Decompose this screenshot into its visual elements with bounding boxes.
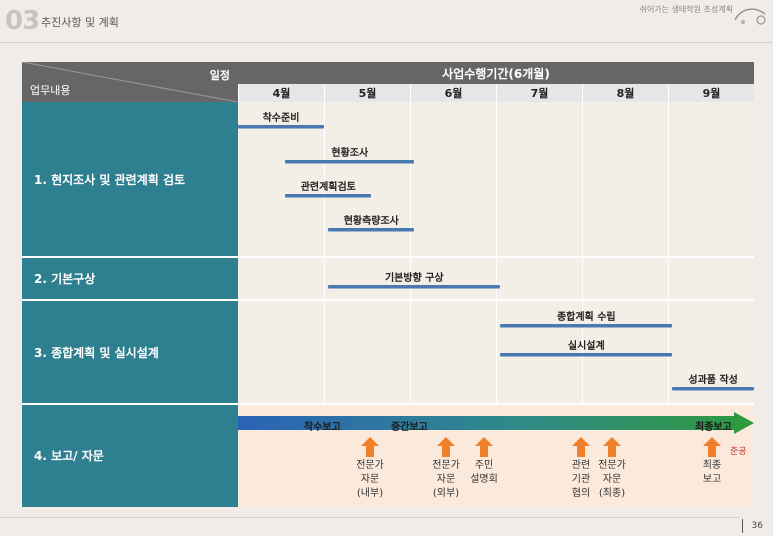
event-label-line: 전문가 (432, 460, 460, 471)
row-label-report: 4. 보고/ 자문 (22, 404, 238, 507)
event-label-line: 전문가 (356, 460, 384, 471)
month-header: 6월 (410, 84, 496, 102)
section-title: 추진사항 및 계획 (41, 16, 119, 29)
month-gridline (668, 102, 669, 404)
report-progress-arrow (238, 412, 754, 434)
task-label: 성과품 작성 (688, 375, 738, 386)
event-label-line: (외부) (432, 488, 460, 499)
task-bar (238, 125, 324, 128)
corner-top-label: 일정 (209, 69, 230, 82)
month-header: 9월 (668, 84, 754, 102)
event-label-line: 협의 (571, 488, 591, 499)
month-header: 8월 (582, 84, 668, 102)
task-label: 실시설계 (567, 341, 605, 352)
corner-diagonal (22, 62, 238, 102)
event-label-line: (최종) (598, 488, 626, 499)
event-label-line: 전문가 (598, 460, 626, 471)
up-arrow-icon (437, 437, 455, 457)
task-label: 현황측량조사 (343, 216, 399, 227)
milestone-interim: 중간보고 (391, 422, 428, 433)
event-label-line: 자문 (436, 474, 456, 485)
section-number: 03 (5, 6, 40, 36)
task-label: 착수준비 (262, 113, 300, 124)
corner-bottom-label: 업무내용 (30, 84, 71, 97)
milestone-final: 최종보고 (695, 422, 732, 433)
page-mark (742, 519, 743, 533)
event-label-line: (내부) (356, 488, 384, 499)
corner-header-cell: 일정 업무내용 (22, 62, 238, 102)
event-label-line: 기관 (571, 474, 591, 485)
task-bar (328, 285, 501, 288)
page-number: 36 (751, 521, 763, 531)
task-label: 기본방향 구상 (384, 273, 444, 284)
footer-divider (0, 517, 740, 518)
month-header: 4월 (238, 84, 324, 102)
month-gridline (582, 102, 583, 404)
task-label: 현황조사 (331, 148, 369, 159)
row-label-survey: 1. 현지조사 및 관련계획 검토 (22, 102, 238, 257)
title-divider (0, 42, 773, 43)
up-arrow-icon (603, 437, 621, 457)
row-label-design: 3. 종합계획 및 실시설계 (22, 300, 238, 404)
up-arrow-icon (703, 437, 721, 457)
event-label-line: 관련 (571, 460, 591, 471)
up-arrow-icon (361, 437, 379, 457)
event-label-line: 자문 (360, 474, 380, 485)
event-label-line: 주민 (474, 460, 494, 471)
event-label-line: 설명회 (470, 474, 498, 485)
row-label-concept: 2. 기본구상 (22, 257, 238, 300)
task-bar (285, 194, 372, 197)
period-title: 사업수행기간(6개월) (238, 62, 754, 84)
completion-label: 준공 (730, 447, 747, 457)
row-divider (22, 403, 754, 405)
up-arrow-icon (572, 437, 590, 457)
month-gridline (410, 102, 411, 404)
month-header: 5월 (324, 84, 410, 102)
month-header: 7월 (496, 84, 582, 102)
task-bar (328, 228, 415, 231)
task-bar (500, 353, 673, 356)
month-gridline (324, 102, 325, 404)
task-label: 관련계획검토 (300, 182, 356, 193)
up-arrow-icon (475, 437, 493, 457)
task-bar (500, 324, 673, 327)
brand-swirl-icon (734, 8, 766, 25)
task-label: 종합계획 수립 (556, 312, 616, 323)
row-divider (22, 299, 754, 301)
event-label-line: 보고 (702, 474, 722, 485)
schedule-gantt-table: 일정 업무내용 사업수행기간(6개월) 4월 5월 6월 7월 8월 9월 1. 현지조사… (22, 62, 754, 507)
task-bar (672, 387, 754, 390)
event-label-line: 최종 (702, 460, 722, 471)
milestone-kickoff: 착수보고 (304, 422, 341, 433)
month-gridline (496, 102, 497, 404)
row-divider (22, 256, 754, 258)
task-bar (285, 160, 415, 163)
brand-text: 쉬어가는 생태학원 조성계획 (639, 5, 733, 14)
event-label-line: 자문 (602, 474, 622, 485)
